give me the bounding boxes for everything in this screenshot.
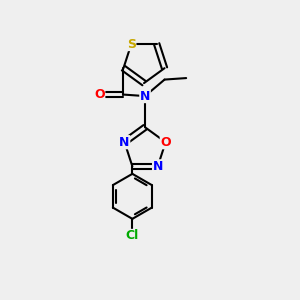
Text: S: S xyxy=(127,38,136,50)
Text: O: O xyxy=(160,136,171,149)
Text: N: N xyxy=(140,90,150,103)
Text: N: N xyxy=(119,136,130,149)
Text: O: O xyxy=(94,88,105,101)
Text: Cl: Cl xyxy=(126,230,139,242)
Text: N: N xyxy=(153,160,163,173)
